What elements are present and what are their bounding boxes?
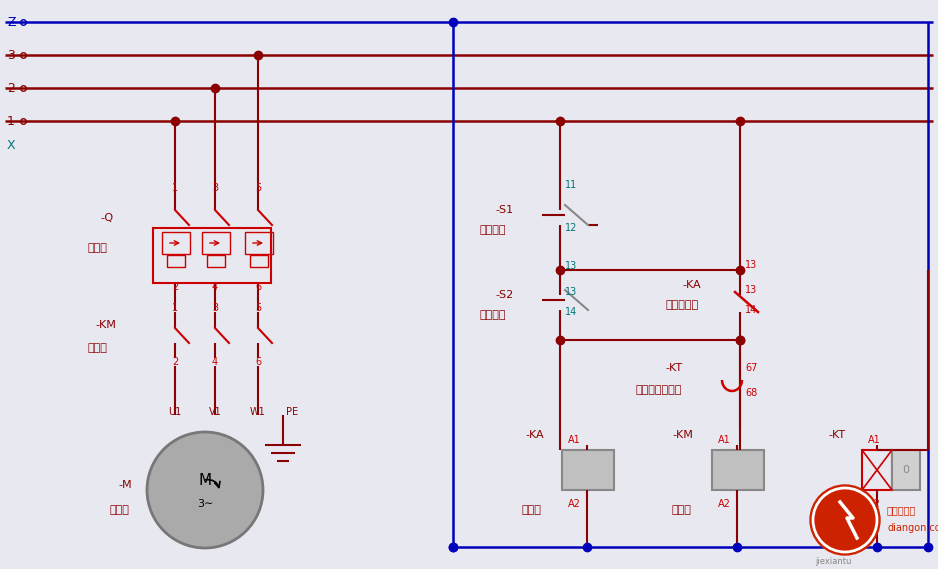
Text: U1: U1 — [169, 407, 182, 417]
Bar — [245, 232, 273, 254]
Text: 13: 13 — [745, 285, 757, 295]
Bar — [167, 255, 185, 267]
Text: 67: 67 — [745, 363, 757, 373]
Text: -Q: -Q — [100, 213, 113, 223]
Text: diangon.com: diangon.com — [887, 523, 938, 533]
Text: 13: 13 — [565, 287, 577, 297]
Text: 时间继电器常开: 时间继电器常开 — [635, 385, 681, 395]
Text: 6: 6 — [255, 357, 261, 367]
Text: Z: Z — [7, 15, 16, 28]
Text: 5: 5 — [255, 303, 261, 313]
Text: 3: 3 — [7, 48, 15, 61]
Text: 13: 13 — [565, 261, 577, 271]
Text: -KM: -KM — [95, 320, 116, 330]
Text: 4: 4 — [212, 357, 218, 367]
Bar — [153, 228, 271, 283]
Text: 14: 14 — [565, 307, 577, 317]
Text: 4: 4 — [212, 282, 218, 292]
Text: W1: W1 — [250, 407, 265, 417]
Bar — [250, 255, 268, 267]
Text: 2: 2 — [172, 357, 178, 367]
Bar — [162, 232, 190, 254]
Text: 13: 13 — [745, 260, 757, 270]
Text: 1: 1 — [172, 303, 178, 313]
Text: 接触器: 接触器 — [672, 505, 692, 515]
Text: 0: 0 — [902, 465, 910, 475]
Bar — [862, 450, 892, 490]
Text: 12: 12 — [565, 223, 578, 233]
Text: 时间继电器: 时间继电器 — [828, 505, 861, 515]
Text: 3: 3 — [212, 303, 218, 313]
Text: X: X — [7, 138, 16, 151]
Text: 68: 68 — [745, 388, 757, 398]
Text: -M: -M — [118, 480, 131, 490]
Text: 接触器: 接触器 — [88, 343, 108, 353]
Text: -KA: -KA — [525, 430, 544, 440]
Circle shape — [810, 485, 880, 555]
Text: A1: A1 — [718, 435, 731, 445]
Text: A2: A2 — [868, 499, 881, 509]
Text: V1: V1 — [208, 407, 221, 417]
Bar — [207, 255, 225, 267]
Text: 2: 2 — [7, 81, 15, 94]
Text: 继电器常开: 继电器常开 — [665, 300, 698, 310]
Text: 6: 6 — [255, 282, 261, 292]
Text: -KA: -KA — [682, 280, 701, 290]
Text: 5: 5 — [255, 183, 261, 193]
Text: PE: PE — [286, 407, 298, 417]
Text: 1: 1 — [172, 183, 178, 193]
Text: -KT: -KT — [665, 363, 682, 373]
Text: A1: A1 — [568, 435, 581, 445]
Bar — [202, 232, 230, 254]
Text: 11: 11 — [565, 180, 577, 190]
Text: A2: A2 — [568, 499, 581, 509]
Text: jiexiantu: jiexiantu — [815, 558, 852, 567]
Text: -KM: -KM — [672, 430, 693, 440]
Bar — [712, 450, 764, 490]
Text: A1: A1 — [868, 435, 881, 445]
Text: 14: 14 — [745, 305, 757, 315]
Text: 1: 1 — [7, 114, 15, 127]
Text: A2: A2 — [718, 499, 731, 509]
Circle shape — [147, 432, 263, 548]
Text: 电动机: 电动机 — [110, 505, 129, 515]
Text: M: M — [199, 472, 212, 488]
Text: 3: 3 — [212, 183, 218, 193]
Text: 3∼: 3∼ — [197, 499, 213, 509]
Text: -S1: -S1 — [495, 205, 513, 215]
Text: -S2: -S2 — [495, 290, 513, 300]
Text: 电工学习网: 电工学习网 — [887, 505, 916, 515]
Text: 停止开关: 停止开关 — [480, 225, 507, 235]
Text: 启动开关: 启动开关 — [480, 310, 507, 320]
Bar — [892, 450, 920, 490]
Bar — [562, 450, 614, 490]
Text: -KT: -KT — [828, 430, 845, 440]
Text: 2: 2 — [172, 282, 178, 292]
Text: 继电器: 继电器 — [522, 505, 542, 515]
Text: 断路器: 断路器 — [88, 243, 108, 253]
